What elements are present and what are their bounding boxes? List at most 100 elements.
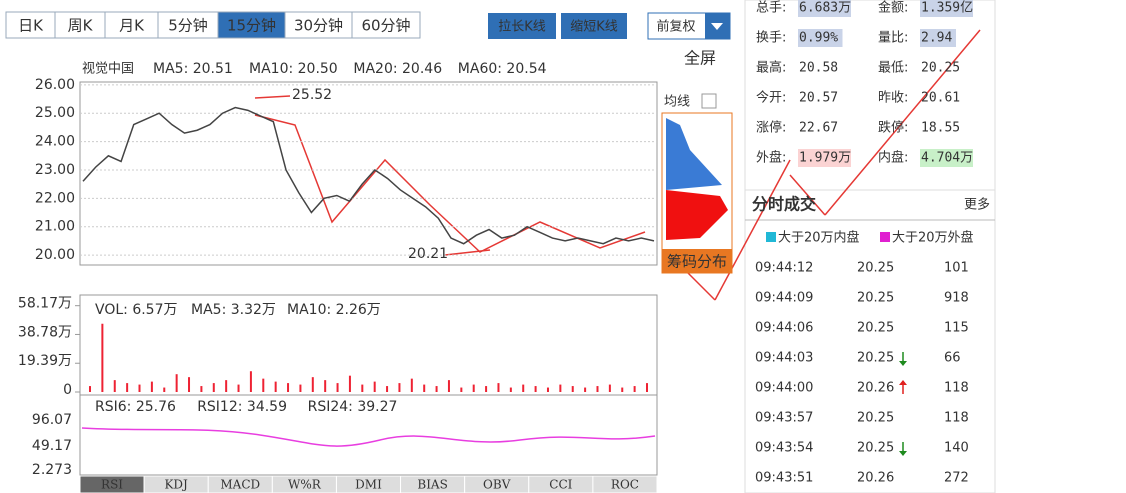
chip-ma-label: 均线 (664, 95, 690, 110)
y-tick-label: 26.00 (35, 77, 75, 93)
tab-label: 60分钟 (361, 17, 410, 35)
rsi-line (81, 427, 656, 447)
trade-time: 09:44:06 (755, 321, 813, 336)
stat-highlight (798, 149, 851, 167)
vol-legend: MA5: 3.32万 (191, 302, 276, 318)
tab[interactable] (54, 11, 106, 39)
stat-value: 20.57 (799, 91, 838, 106)
side-panel (744, 0, 996, 493)
vol-bar (262, 378, 265, 392)
button-label: 缩短K线 (570, 19, 618, 35)
indicator-label: OBV (483, 478, 511, 492)
ma-legend: MA20: 20.46 (353, 61, 442, 77)
trade-price: 20.26 (857, 471, 894, 486)
trade-volume: 101 (944, 261, 969, 276)
vol-bar (274, 381, 277, 392)
trade-price: 20.25 (857, 321, 894, 336)
vol-bar (435, 386, 438, 392)
tab[interactable] (104, 11, 159, 39)
stat-label: 金额: (878, 0, 908, 16)
trade-volume: 118 (944, 411, 969, 426)
vol-legend: MA10: 2.26万 (287, 302, 381, 318)
y-tick-label: 20.00 (35, 247, 75, 263)
stat-value: 1.979万 (799, 151, 851, 166)
annotation: 20.21 (408, 246, 448, 262)
tab-label: 日K (18, 17, 44, 35)
stat-highlight (920, 29, 956, 47)
vol-bar (509, 387, 512, 392)
stock-name: 视觉中国 (82, 62, 134, 77)
trade-volume: 140 (944, 441, 969, 456)
adjust-label: 前复权 (656, 19, 695, 35)
y-tick-label: 24.00 (35, 134, 75, 150)
vol-tick-label: 19.39万 (18, 353, 72, 369)
trades-more[interactable]: 更多 (964, 197, 990, 213)
y-tick-label: 21.00 (35, 219, 75, 235)
stat-label: 跌停: (878, 120, 908, 136)
trade-arrow-head (899, 451, 907, 456)
indicator-label: DMI (355, 478, 382, 492)
chip-button[interactable]: 筹码分布 (667, 253, 727, 271)
stat-label: 最高: (756, 60, 786, 76)
stat-highlight (798, 0, 851, 17)
vol-bar (608, 384, 611, 392)
stat-highlight (798, 29, 843, 47)
stat-label: 今开: (756, 90, 786, 106)
stat-value: 22.67 (799, 121, 838, 136)
ma-legend: MA10: 20.50 (249, 61, 338, 77)
vol-bar (113, 380, 116, 392)
trade-arrow-head (899, 380, 907, 385)
vol-bar (460, 387, 463, 392)
chip-ma-select[interactable] (701, 93, 717, 109)
vol-bar (584, 387, 587, 392)
trade-time: 09:43:54 (755, 441, 813, 456)
vol-bar (423, 384, 426, 392)
vol-bar (522, 384, 525, 392)
indicator-label: RSI (101, 478, 123, 492)
tab[interactable] (351, 11, 421, 39)
vol-bar (410, 378, 413, 392)
trade-price: 20.25 (857, 441, 894, 456)
rsi-tick-label: 49.17 (32, 438, 72, 454)
vol-bar (361, 384, 364, 392)
button[interactable] (561, 13, 627, 39)
adjust-arrow (711, 23, 723, 30)
trade-volume: 115 (944, 321, 969, 336)
price-line (82, 106, 655, 245)
stat-label: 昨收: (878, 91, 908, 106)
stat-value: 18.55 (921, 121, 960, 136)
vol-tick-label: 38.78万 (18, 324, 72, 340)
button-label: 拉长K线 (498, 20, 546, 35)
indicator-label: ROC (611, 478, 639, 492)
trade-time: 09:44:03 (755, 351, 813, 366)
tab[interactable] (217, 11, 286, 39)
stat-label: 内盘: (878, 150, 908, 166)
indicator-label: MACD (220, 478, 260, 492)
stat-label: 涨停: (756, 120, 786, 136)
vol-bar (188, 377, 191, 392)
vol-legend: VOL: 6.57万 (95, 302, 178, 318)
rsi-frame (79, 394, 658, 476)
button[interactable] (488, 13, 556, 39)
vol-bar (324, 380, 327, 392)
trade-arrow-head (899, 361, 907, 366)
y-tick-label: 22.00 (35, 190, 75, 206)
tab[interactable] (157, 11, 219, 39)
vol-bar (633, 386, 636, 392)
vol-bar (287, 383, 290, 392)
vol-bar (126, 383, 129, 392)
indicator-label: CCI (549, 478, 572, 492)
tab-label: 周K (68, 17, 94, 35)
indicator-tab[interactable] (592, 475, 658, 493)
annotation-arrows (254, 29, 981, 301)
fullscreen[interactable]: 全屏 (684, 49, 716, 68)
trade-price: 20.25 (857, 261, 894, 276)
vol-bar (336, 383, 339, 392)
legend-label: 大于20万内盘 (778, 230, 860, 246)
trade-time: 09:43:51 (755, 471, 813, 486)
y-tick-label: 23.00 (35, 162, 75, 178)
price-frame (79, 81, 658, 266)
stat-highlight (920, 149, 973, 167)
annotation: 25.52 (292, 87, 332, 103)
stat-label: 换手: (756, 31, 786, 46)
